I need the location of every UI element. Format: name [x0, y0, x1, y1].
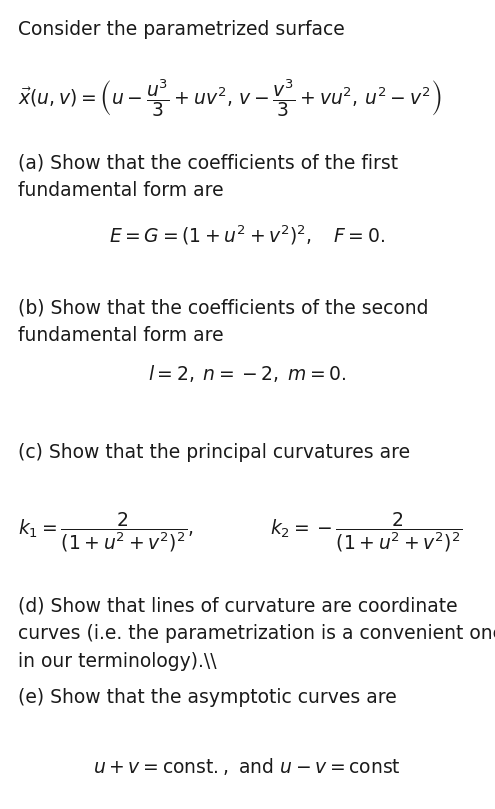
Text: $\vec{x}(u, v) = \left( u - \dfrac{u^3}{3} + uv^2,\, v - \dfrac{v^3}{3} + vu^2,\: $\vec{x}(u, v) = \left( u - \dfrac{u^3}{… — [18, 78, 442, 120]
Text: (d) Show that lines of curvature are coordinate
curves (i.e. the parametrization: (d) Show that lines of curvature are coo… — [18, 596, 495, 671]
Text: (b) Show that the coefficients of the second
fundamental form are: (b) Show that the coefficients of the se… — [18, 298, 429, 345]
Text: (a) Show that the coefficients of the first
fundamental form are: (a) Show that the coefficients of the fi… — [18, 153, 398, 200]
Text: Consider the parametrized surface: Consider the parametrized surface — [18, 20, 345, 39]
Text: $u + v = \mathrm{const.,\ and\ } u - v = \mathrm{const}$: $u + v = \mathrm{const.,\ and\ } u - v =… — [93, 756, 401, 777]
Text: (e) Show that the asymptotic curves are: (e) Show that the asymptotic curves are — [18, 688, 397, 707]
Text: $E = G = (1 + u^2 + v^2)^2, \quad F = 0.$: $E = G = (1 + u^2 + v^2)^2, \quad F = 0.… — [109, 223, 385, 247]
Text: $l = 2,\; n = -2,\; m = 0.$: $l = 2,\; n = -2,\; m = 0.$ — [148, 363, 346, 384]
Text: (c) Show that the principal curvatures are: (c) Show that the principal curvatures a… — [18, 443, 410, 462]
Text: $k_2 = -\dfrac{2}{(1 + u^2 + v^2)^2}$: $k_2 = -\dfrac{2}{(1 + u^2 + v^2)^2}$ — [270, 511, 462, 554]
Text: $k_1 = \dfrac{2}{(1 + u^2 + v^2)^2},$: $k_1 = \dfrac{2}{(1 + u^2 + v^2)^2},$ — [18, 511, 194, 554]
